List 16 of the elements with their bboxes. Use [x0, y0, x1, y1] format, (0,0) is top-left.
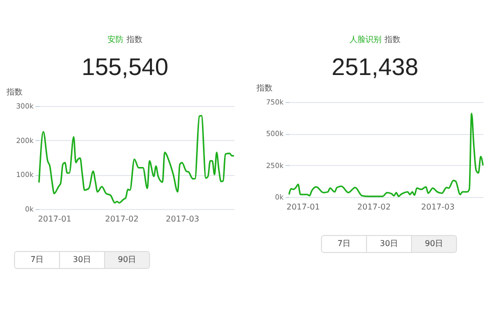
period-selector: 7日 30日 90日: [14, 251, 150, 269]
y-axis-title: 指数: [6, 88, 22, 96]
y-axis-title: 指数: [256, 84, 272, 92]
x-tick-label: 2017-01: [286, 202, 320, 212]
x-tick-label: 2017-02: [357, 202, 391, 212]
chart-title: 安防 指数: [106, 34, 144, 45]
line-series: [38, 114, 235, 204]
period-selector: 7日 30日 90日: [321, 235, 457, 253]
x-tick-label: 2017-02: [105, 214, 139, 224]
chart-subtitle: 251,438: [330, 54, 420, 82]
x-tick-label: 2017-03: [421, 202, 455, 212]
x-tick-label: 2017-03: [166, 214, 200, 224]
line-series: [288, 112, 484, 198]
chart-title: 人脸识别 指数: [348, 34, 402, 45]
chart-subtitle: 155,540: [80, 54, 170, 82]
x-tick-label: 2017-01: [38, 214, 72, 224]
